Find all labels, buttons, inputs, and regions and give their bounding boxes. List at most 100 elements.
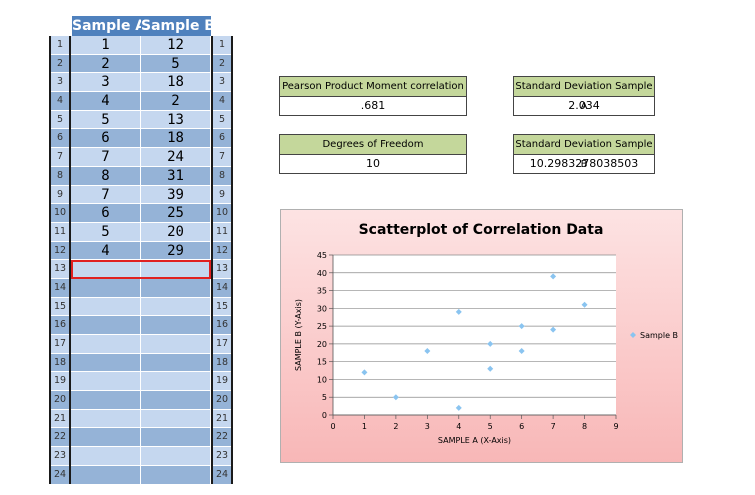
cell-sample-b[interactable]: 29 (141, 241, 211, 261)
cell-sample-b[interactable]: 13 (141, 110, 211, 130)
header-sample-a[interactable]: Sample A (72, 16, 141, 36)
cell-sample-a[interactable]: 3 (71, 73, 141, 93)
cell-sample-a[interactable]: 2 (71, 54, 141, 74)
cell-sample-b[interactable] (141, 335, 211, 354)
row-number-right[interactable]: 18 (213, 353, 231, 373)
row-number-right[interactable]: 12 (213, 241, 231, 261)
row-number-left[interactable]: 16 (51, 316, 69, 335)
cell-sample-b[interactable]: 12 (141, 36, 211, 55)
data-point[interactable] (518, 348, 525, 354)
data-point[interactable] (581, 301, 588, 308)
data-point[interactable] (550, 273, 557, 280)
row-number-right[interactable]: 2 (213, 54, 231, 74)
cell-sample-a[interactable] (71, 260, 141, 279)
cell-sample-b[interactable] (141, 465, 211, 485)
cell-sample-a[interactable]: 5 (71, 222, 141, 242)
cell-sample-b[interactable]: 39 (141, 185, 211, 205)
cell-sample-a[interactable]: 6 (71, 129, 141, 149)
data-point[interactable] (455, 308, 462, 315)
row-number-right[interactable]: 14 (213, 278, 231, 298)
row-number-right[interactable]: 15 (213, 297, 231, 317)
cell-sample-b[interactable]: 5 (141, 54, 211, 74)
row-number-right[interactable]: 17 (213, 335, 231, 354)
cell-sample-b[interactable] (141, 278, 211, 298)
cell-sample-b[interactable]: 24 (141, 148, 211, 167)
row-number-right[interactable]: 10 (213, 204, 231, 223)
row-number-left[interactable]: 9 (51, 185, 69, 205)
row-number-left[interactable]: 11 (51, 222, 69, 242)
row-number-right[interactable]: 24 (213, 465, 231, 485)
row-number-left[interactable]: 19 (51, 372, 69, 392)
cell-sample-a[interactable]: 4 (71, 92, 141, 111)
header-sample-b[interactable]: Sample B (141, 16, 211, 36)
cell-sample-a[interactable] (71, 372, 141, 392)
data-point[interactable] (361, 369, 368, 376)
row-number-right[interactable]: 5 (213, 110, 231, 130)
cell-sample-b[interactable]: 25 (141, 204, 211, 223)
sd-a-value[interactable]: 2.034 (514, 97, 654, 114)
row-number-right[interactable]: 3 (213, 73, 231, 93)
data-point[interactable] (392, 394, 399, 401)
cell-sample-a[interactable]: 6 (71, 204, 141, 223)
cell-sample-b[interactable] (141, 409, 211, 429)
row-number-right[interactable]: 21 (213, 409, 231, 429)
df-value[interactable]: 10 (280, 155, 466, 172)
data-point[interactable] (424, 348, 431, 354)
cell-sample-a[interactable] (71, 447, 141, 466)
row-number-right[interactable]: 4 (213, 92, 231, 111)
cell-sample-b[interactable] (141, 428, 211, 448)
row-number-left[interactable]: 10 (51, 204, 69, 223)
row-number-right[interactable]: 11 (213, 222, 231, 242)
cell-sample-a[interactable] (71, 353, 141, 373)
cell-sample-b[interactable]: 31 (141, 166, 211, 186)
pearson-value[interactable]: .681 (280, 97, 466, 114)
row-number-right[interactable]: 22 (213, 428, 231, 448)
row-number-left[interactable]: 3 (51, 73, 69, 93)
row-number-right[interactable]: 1 (213, 36, 231, 55)
cell-sample-a[interactable]: 5 (71, 110, 141, 130)
row-number-left[interactable]: 18 (51, 353, 69, 373)
cell-sample-b[interactable] (141, 447, 211, 466)
data-point[interactable] (518, 323, 525, 330)
cell-sample-a[interactable] (71, 278, 141, 298)
row-number-left[interactable]: 22 (51, 428, 69, 448)
row-number-left[interactable]: 15 (51, 297, 69, 317)
row-number-left[interactable]: 1 (51, 36, 69, 55)
cell-sample-a[interactable]: 4 (71, 241, 141, 261)
row-number-left[interactable]: 5 (51, 110, 69, 130)
cell-sample-a[interactable] (71, 409, 141, 429)
row-number-left[interactable]: 13 (51, 260, 69, 279)
cell-sample-a[interactable] (71, 297, 141, 317)
cell-sample-b[interactable] (141, 391, 211, 410)
cell-sample-a[interactable] (71, 335, 141, 354)
row-number-right[interactable]: 23 (213, 447, 231, 466)
scatter-chart[interactable]: Scatterplot of Correlation Data 0 5 10 15 20… (280, 209, 683, 463)
cell-sample-a[interactable] (71, 316, 141, 335)
cell-sample-b[interactable]: 2 (141, 92, 211, 111)
sd-b-value[interactable]: 10.2983278038503 (514, 155, 654, 172)
row-number-right[interactable]: 16 (213, 316, 231, 335)
data-point[interactable] (455, 404, 462, 411)
row-number-left[interactable]: 4 (51, 92, 69, 111)
data-point[interactable] (487, 340, 494, 347)
row-number-left[interactable]: 8 (51, 166, 69, 186)
row-number-right[interactable]: 9 (213, 185, 231, 205)
row-number-left[interactable]: 2 (51, 54, 69, 74)
row-number-left[interactable]: 7 (51, 148, 69, 167)
cell-sample-b[interactable] (141, 372, 211, 392)
row-number-right[interactable]: 20 (213, 391, 231, 410)
row-number-left[interactable]: 12 (51, 241, 69, 261)
row-number-left[interactable]: 21 (51, 409, 69, 429)
cell-sample-b[interactable]: 18 (141, 73, 211, 93)
cell-sample-b[interactable]: 20 (141, 222, 211, 242)
cell-sample-a[interactable] (71, 428, 141, 448)
row-number-left[interactable]: 14 (51, 278, 69, 298)
row-number-left[interactable]: 24 (51, 465, 69, 485)
cell-sample-b[interactable] (141, 260, 211, 279)
cell-sample-a[interactable]: 7 (71, 148, 141, 167)
row-number-left[interactable]: 23 (51, 447, 69, 466)
cell-sample-a[interactable] (71, 391, 141, 410)
cell-sample-b[interactable] (141, 316, 211, 335)
row-number-left[interactable]: 20 (51, 391, 69, 410)
row-number-right[interactable]: 8 (213, 166, 231, 186)
